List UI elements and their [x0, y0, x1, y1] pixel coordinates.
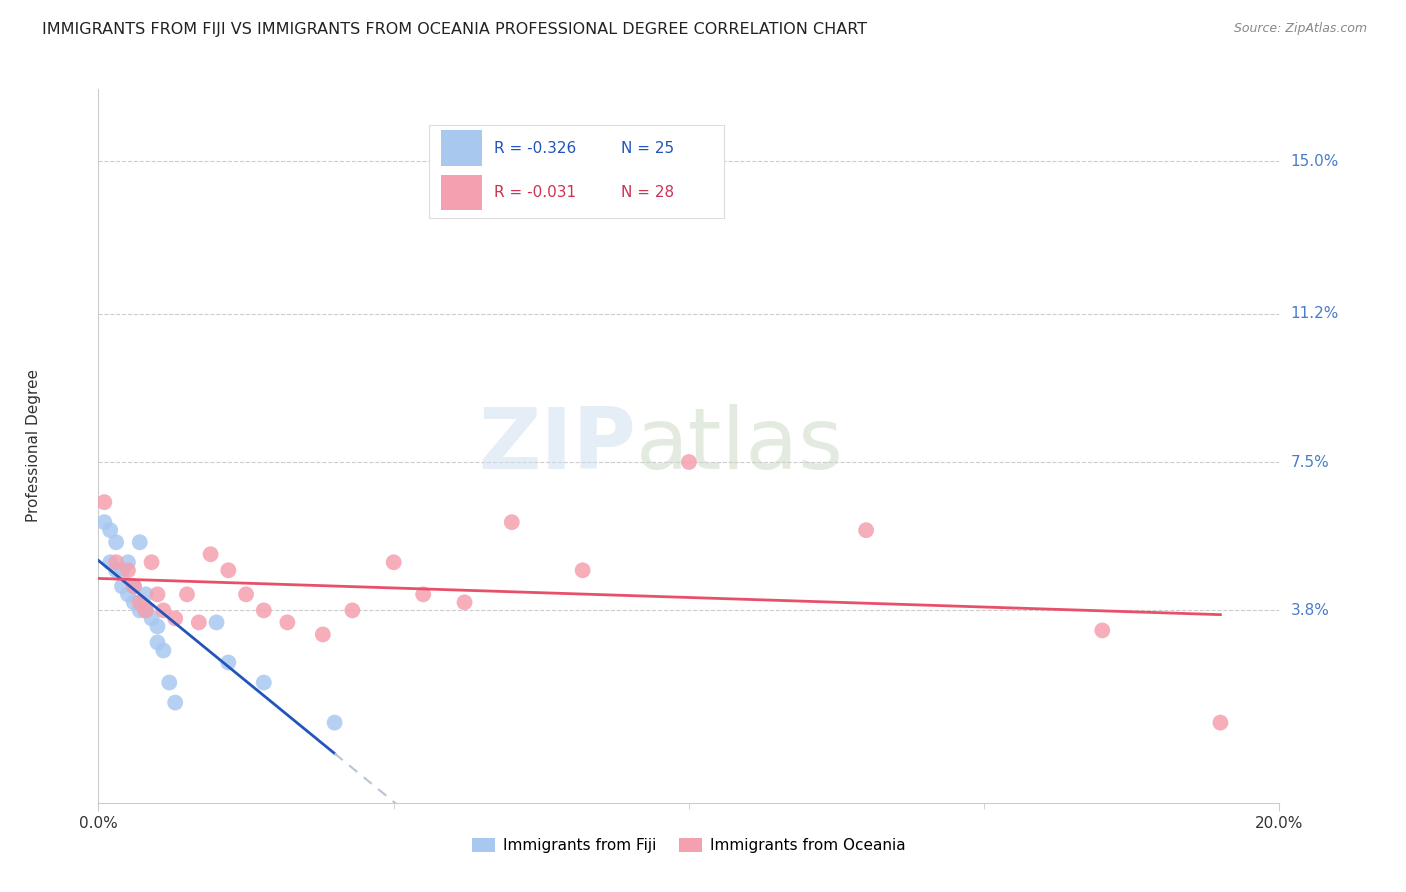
Point: [152, 603, 174, 617]
Point: [855, 523, 877, 537]
Point: [253, 603, 276, 617]
Point: [235, 587, 257, 601]
Point: [312, 627, 335, 641]
Point: [105, 535, 128, 549]
Point: [117, 587, 139, 601]
Point: [122, 579, 145, 593]
Point: [111, 579, 134, 593]
Point: [135, 603, 157, 617]
Point: [146, 619, 169, 633]
Point: [93, 495, 115, 509]
Text: 7.5%: 7.5%: [1291, 455, 1329, 469]
Legend: Immigrants from Fiji, Immigrants from Oceania: Immigrants from Fiji, Immigrants from Oc…: [467, 832, 911, 859]
Text: Professional Degree: Professional Degree: [25, 369, 41, 523]
Point: [98, 555, 121, 569]
Point: [122, 595, 145, 609]
Point: [93, 515, 115, 529]
Point: [571, 563, 593, 577]
Point: [205, 615, 228, 630]
Point: [342, 603, 364, 617]
Point: [217, 656, 239, 670]
Point: [146, 635, 169, 649]
Point: [217, 563, 239, 577]
Point: [276, 615, 298, 630]
Point: [323, 715, 346, 730]
Point: [105, 563, 128, 577]
Point: [111, 563, 134, 577]
Point: [135, 603, 157, 617]
Point: [157, 675, 180, 690]
Point: [117, 563, 139, 577]
Point: [382, 555, 405, 569]
Point: [117, 555, 139, 569]
Point: [678, 455, 700, 469]
Point: [141, 611, 163, 625]
Point: [141, 555, 163, 569]
Text: 11.2%: 11.2%: [1291, 306, 1339, 321]
Point: [176, 587, 198, 601]
Point: [146, 587, 169, 601]
Point: [122, 579, 145, 593]
Text: ZIP: ZIP: [478, 404, 636, 488]
Point: [1209, 715, 1232, 730]
Text: atlas: atlas: [636, 404, 844, 488]
Point: [128, 535, 150, 549]
Text: Source: ZipAtlas.com: Source: ZipAtlas.com: [1233, 22, 1367, 36]
Point: [453, 595, 475, 609]
Text: 3.8%: 3.8%: [1291, 603, 1330, 618]
Point: [105, 555, 128, 569]
Point: [165, 696, 187, 710]
Point: [412, 587, 434, 601]
Point: [253, 675, 276, 690]
Point: [128, 595, 150, 609]
Point: [200, 547, 222, 561]
Text: IMMIGRANTS FROM FIJI VS IMMIGRANTS FROM OCEANIA PROFESSIONAL DEGREE CORRELATION : IMMIGRANTS FROM FIJI VS IMMIGRANTS FROM …: [42, 22, 868, 37]
Point: [135, 587, 157, 601]
Point: [1091, 624, 1114, 638]
Text: 15.0%: 15.0%: [1291, 153, 1339, 169]
Point: [98, 523, 121, 537]
Point: [501, 515, 523, 529]
Point: [165, 611, 187, 625]
Point: [128, 603, 150, 617]
Point: [187, 615, 209, 630]
Point: [152, 643, 174, 657]
